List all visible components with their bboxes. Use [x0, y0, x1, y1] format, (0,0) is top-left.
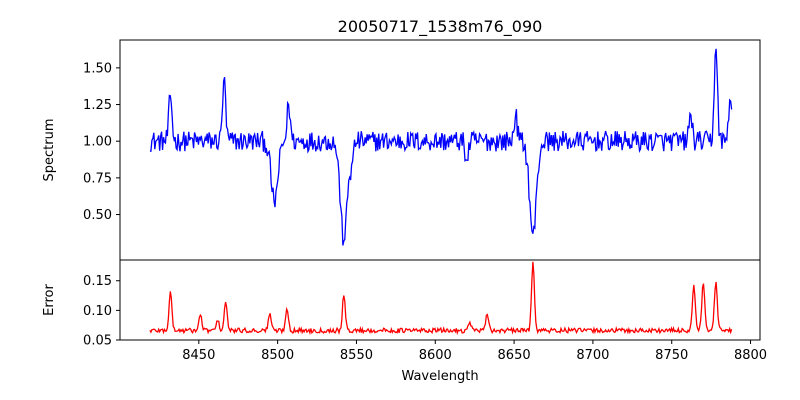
x-tick-label: 8750	[655, 348, 688, 363]
spectrum-y-tick-label: 1.50	[83, 61, 112, 76]
x-tick-label: 8450	[182, 348, 215, 363]
spectrum-y-tick-label: 0.50	[83, 208, 112, 223]
spectrum-y-tick-label: 1.00	[83, 135, 112, 150]
error-plot-area	[149, 261, 733, 336]
x-tick-label: 8500	[261, 348, 294, 363]
error-axes-frame	[119, 259, 761, 341]
spectrum-y-tick-label: 1.25	[83, 98, 112, 113]
chart-title: 20050717_1538m76_090	[338, 17, 543, 37]
error-panel: 0.05 0.10 0.15 8450 8500 8550 8600 8650 8700 875…	[42, 259, 767, 384]
x-tick-label: 8550	[340, 348, 373, 363]
x-tick-label: 8700	[576, 348, 609, 363]
spectrum-y-axis-label: Spectrum	[42, 119, 57, 182]
error-y-ticks: 0.05 0.10 0.15	[83, 274, 120, 349]
spectrum-plot-area	[149, 48, 733, 246]
error-y-tick-label: 0.15	[83, 274, 112, 289]
x-tick-label: 8800	[734, 348, 767, 363]
error-x-ticks: 8450 8500 8550 8600 8650 8700 8750 8800	[182, 340, 767, 363]
spectrum-series-line	[149, 48, 733, 246]
x-tick-label: 8650	[498, 348, 531, 363]
error-series-line	[149, 261, 733, 336]
x-axis-label: Wavelength	[401, 369, 478, 384]
error-y-axis-label: Error	[42, 284, 57, 316]
error-y-tick-label: 0.10	[83, 304, 112, 319]
spectrum-y-ticks: 0.50 0.75 1.00 1.25 1.50	[83, 61, 120, 223]
error-y-tick-label: 0.05	[83, 334, 112, 349]
x-tick-label: 8600	[419, 348, 452, 363]
spectrum-y-tick-label: 0.75	[83, 171, 112, 186]
spectrum-panel: 0.50 0.75 1.00 1.25 1.50 Spectrum	[42, 39, 761, 261]
